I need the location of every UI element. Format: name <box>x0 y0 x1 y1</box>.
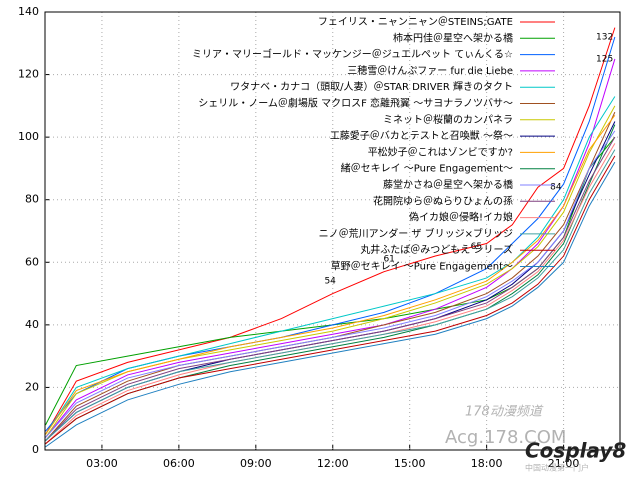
series-line <box>45 27 616 435</box>
annotation: 132 <box>596 33 613 43</box>
y-tick-label: 140 <box>18 5 39 18</box>
annotation: 65 <box>471 242 482 252</box>
watermark: 中国动漫第一门户 <box>525 463 589 473</box>
y-tick-label: 100 <box>18 130 39 143</box>
legend-label: 三穂雪＠けんぷファー fur die Liebe <box>347 64 513 77</box>
series-line <box>45 130 616 438</box>
legend-label: 草野＠セキレイ ～Pure Engagement～ <box>331 261 513 273</box>
legend-label: 丸井ふたば＠みつどもえ シリーズ <box>360 243 513 256</box>
x-tick-label: 03:00 <box>86 457 118 470</box>
annotation: 125 <box>596 54 613 64</box>
legend-label: 平松妙子＠これはゾンビですか? <box>368 145 513 158</box>
y-tick-label: 120 <box>18 68 39 81</box>
legend-label: ミネット＠桜蘭のカンパネラ <box>383 113 513 126</box>
legend-label: 偽イカ娘＠侵略!イカ娘 <box>409 211 513 224</box>
x-tick-label: 12:00 <box>317 457 349 470</box>
y-tick-label: 0 <box>32 443 39 456</box>
legend-label: 緒＠セキレイ ～Pure Engagement～ <box>341 162 513 175</box>
legend-label: ニノ＠荒川アンダー ザ ブリッジ×ブリッジ <box>319 227 513 240</box>
watermark: Acg.178.COM <box>445 427 566 448</box>
series-line <box>45 161 616 448</box>
legend-label: 藤堂かさね＠星空へ架かる橋 <box>383 178 513 191</box>
x-tick-label: 21:00 <box>548 457 580 470</box>
x-tick-label: 09:00 <box>240 457 272 470</box>
annotation: 54 <box>324 277 336 287</box>
y-tick-label: 80 <box>25 193 39 206</box>
y-tick-label: 60 <box>25 255 39 268</box>
series-line <box>45 114 616 435</box>
x-tick-label: 18:00 <box>471 457 503 470</box>
plot-frame <box>44 11 621 451</box>
legend-label: シェリル・ノーム＠劇場版 マクロスF 恋離飛翼 ～サヨナラノツバサ～ <box>198 97 513 110</box>
y-tick-label: 40 <box>25 318 39 331</box>
annotation: 61 <box>383 255 394 265</box>
series-line <box>45 96 616 435</box>
legend-label: 工藤愛子＠バカとテストと召喚獣 ～祭～ <box>330 129 513 142</box>
legend-label: フェイリス・ニャンニャン＠STEINS;GATE <box>318 16 513 28</box>
watermark: Cosplay8 <box>525 439 626 463</box>
legend-label: 花開院ゆら＠ぬらりひょんの孫 <box>373 194 513 207</box>
series-line <box>45 136 616 441</box>
annotation: 84 <box>550 183 562 193</box>
x-tick-label: 15:00 <box>394 457 426 470</box>
legend-label: ワタナベ・カナコ（頭取/人妻）＠STAR DRIVER 輝きのタクト <box>230 80 513 93</box>
legend-label: 柿本円佳＠星空へ架かる橋 <box>393 31 513 44</box>
series-line <box>45 111 616 441</box>
x-tick-label: 06:00 <box>163 457 195 470</box>
watermark: 178动漫频道 <box>465 405 544 420</box>
y-tick-label: 20 <box>25 380 39 393</box>
legend-label: ミリア・マリーゴールド・マッケンジー＠ジュエルペット てぃんくる☆ <box>192 48 513 61</box>
series-line <box>45 155 616 445</box>
series-line <box>45 149 616 441</box>
